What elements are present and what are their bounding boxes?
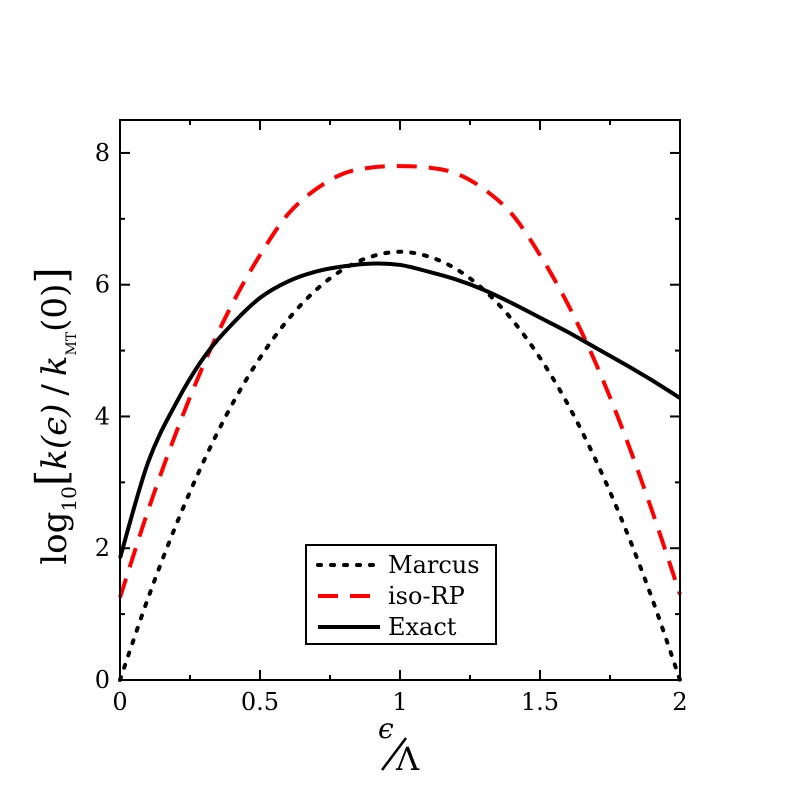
x-tick-label: 1 [392, 688, 407, 716]
data-layer [118, 164, 682, 682]
x-tick-label: 0 [112, 688, 127, 716]
y-label-base: 10 [57, 486, 81, 511]
y-axis-label: log10[k(ϵ) / kMT(0)] [27, 267, 81, 564]
y-label-bracket-close: ] [27, 267, 76, 283]
y-label-numerator: k(ϵ) [35, 404, 75, 470]
x-label-numerator: ϵ [378, 712, 394, 745]
y-label-slash: / [35, 384, 75, 396]
y-tick-label: 6 [95, 271, 110, 299]
y-label-arg: (0) [35, 284, 75, 332]
y-label-sub: MT [64, 331, 80, 355]
ticks-layer: 0 0.5 1 1.5 2 0 2 4 6 8 [95, 120, 688, 716]
series-line-iso-rp [118, 164, 682, 599]
x-label-denominator: Λ [395, 740, 420, 778]
x-label-slash [381, 737, 407, 771]
legend-label: iso-RP [388, 582, 465, 610]
x-tick-label: 2 [672, 688, 687, 716]
y-label-bracket-open: [ [27, 470, 76, 486]
y-label-denominator: k [35, 356, 75, 377]
series-line-exact [118, 261, 682, 559]
y-tick-label: 0 [95, 666, 110, 694]
legend: Marcus iso-RP Exact [305, 544, 497, 645]
x-tick-label: 1.5 [521, 688, 559, 716]
y-label-log: log [35, 512, 75, 565]
legend-label: Exact [388, 613, 457, 641]
series-line-marcus [118, 249, 682, 682]
y-tick-label: 4 [95, 402, 110, 430]
legend-label: Marcus [388, 551, 480, 579]
x-axis-label: ϵ Λ [378, 712, 420, 778]
y-tick-label: 8 [95, 139, 110, 167]
x-tick-label: 0.5 [241, 688, 279, 716]
y-tick-label: 2 [95, 534, 110, 562]
